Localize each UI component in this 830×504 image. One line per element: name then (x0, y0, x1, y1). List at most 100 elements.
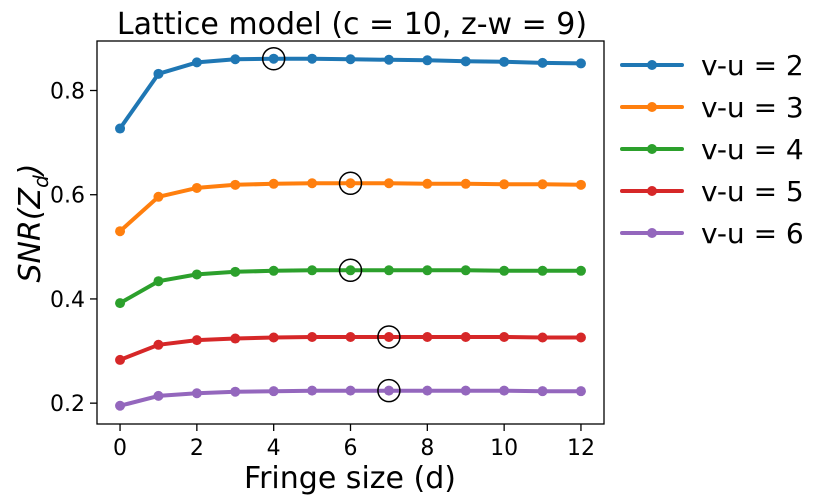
data-point (537, 179, 548, 190)
legend-marker-2 (647, 102, 657, 112)
data-point (575, 179, 586, 190)
data-point (268, 265, 279, 276)
data-point (499, 385, 510, 396)
data-point (115, 354, 126, 365)
data-point (460, 331, 471, 342)
data-point (345, 178, 356, 189)
data-point (422, 385, 433, 396)
y-axis-label: SNR(Zd) (13, 163, 53, 282)
y-axis-label-main: SNR(Z (13, 186, 48, 282)
y-tick-label: 0.8 (50, 80, 85, 105)
data-point (422, 178, 433, 189)
data-point (115, 298, 126, 309)
x-tick-label: 2 (190, 436, 204, 461)
data-point (575, 332, 586, 343)
data-point (115, 226, 126, 237)
data-point (268, 386, 279, 397)
x-tick-label: 12 (567, 436, 595, 461)
series-line-2 (118, 181, 583, 234)
data-point (460, 178, 471, 189)
max-marker-circle (377, 325, 401, 349)
data-point (345, 265, 356, 276)
plot-frame (96, 40, 605, 425)
data-point (499, 179, 510, 190)
data-point (499, 331, 510, 342)
data-point (460, 385, 471, 396)
data-point (537, 332, 548, 343)
data-point (537, 265, 548, 276)
data-point (268, 178, 279, 189)
data-point (383, 265, 394, 276)
axes: 0 2 4 6 8 10 12 0.2 0.4 0.6 0.8 (50, 40, 605, 461)
legend-label-5: v-u = 6 (701, 217, 804, 250)
data-point (153, 276, 164, 287)
series-line-1 (118, 56, 583, 131)
y-axis-label-subscript: d (29, 175, 53, 188)
data-point (191, 388, 202, 399)
data-point (307, 331, 318, 342)
data-point (383, 178, 394, 189)
legend-label-3: v-u = 4 (701, 133, 804, 166)
max-marker-circle (377, 378, 401, 403)
x-axis-label: Fringe size (d) (244, 461, 456, 496)
legend-label-4: v-u = 5 (701, 175, 804, 208)
legend: v-u = 2 v-u = 3 v-u = 4 v-u = 5 v-u = 6 (620, 49, 804, 250)
data-point (383, 54, 394, 65)
y-tick-label: 0.6 (50, 184, 85, 209)
max-marker-circle (261, 46, 286, 71)
data-point (460, 265, 471, 276)
data-point (153, 390, 164, 401)
x-tick-label: 10 (490, 436, 518, 461)
data-point (575, 386, 586, 397)
legend-marker-3 (647, 144, 657, 154)
data-point (230, 333, 241, 344)
chart-title: Lattice model (c = 10, z-w = 9) (117, 7, 587, 42)
data-point (191, 269, 202, 280)
data-point (230, 179, 241, 190)
x-tick-label: 6 (344, 436, 358, 461)
data-point (191, 57, 202, 68)
data-point (268, 53, 279, 64)
x-tick-label: 4 (267, 436, 281, 461)
data-point (230, 54, 241, 65)
data-point (307, 385, 318, 396)
data-point (153, 191, 164, 202)
data-point (499, 56, 510, 67)
data-point (422, 55, 433, 66)
legend-marker-5 (647, 228, 657, 238)
data-point (422, 331, 433, 342)
data-point (345, 331, 356, 342)
data-point (345, 385, 356, 396)
y-tick-label: 0.2 (50, 392, 85, 417)
data-point (115, 123, 126, 134)
data-point (191, 182, 202, 193)
legend-marker-4 (647, 186, 657, 196)
x-tick-label: 0 (113, 436, 127, 461)
data-point (191, 335, 202, 346)
data-point (307, 53, 318, 64)
data-point (307, 178, 318, 189)
data-point (230, 266, 241, 277)
max-marker-circle (338, 171, 363, 196)
y-tick-label: 0.4 (50, 288, 85, 313)
plot-area (115, 46, 586, 411)
data-point (268, 332, 279, 343)
data-point (383, 385, 394, 396)
y-axis-label-close: ) (13, 163, 48, 177)
data-point (153, 339, 164, 350)
data-point (230, 386, 241, 397)
data-point (345, 54, 356, 65)
x-tick-label: 8 (420, 436, 434, 461)
data-point (383, 331, 394, 342)
data-point (460, 56, 471, 67)
data-point (307, 265, 318, 276)
legend-label-2: v-u = 3 (701, 91, 804, 124)
max-marker-circle (338, 258, 363, 283)
data-point (499, 265, 510, 276)
legend-marker-1 (647, 60, 657, 70)
legend-label-1: v-u = 2 (701, 49, 804, 82)
data-point (422, 265, 433, 276)
data-point (537, 386, 548, 397)
data-point (575, 265, 586, 276)
